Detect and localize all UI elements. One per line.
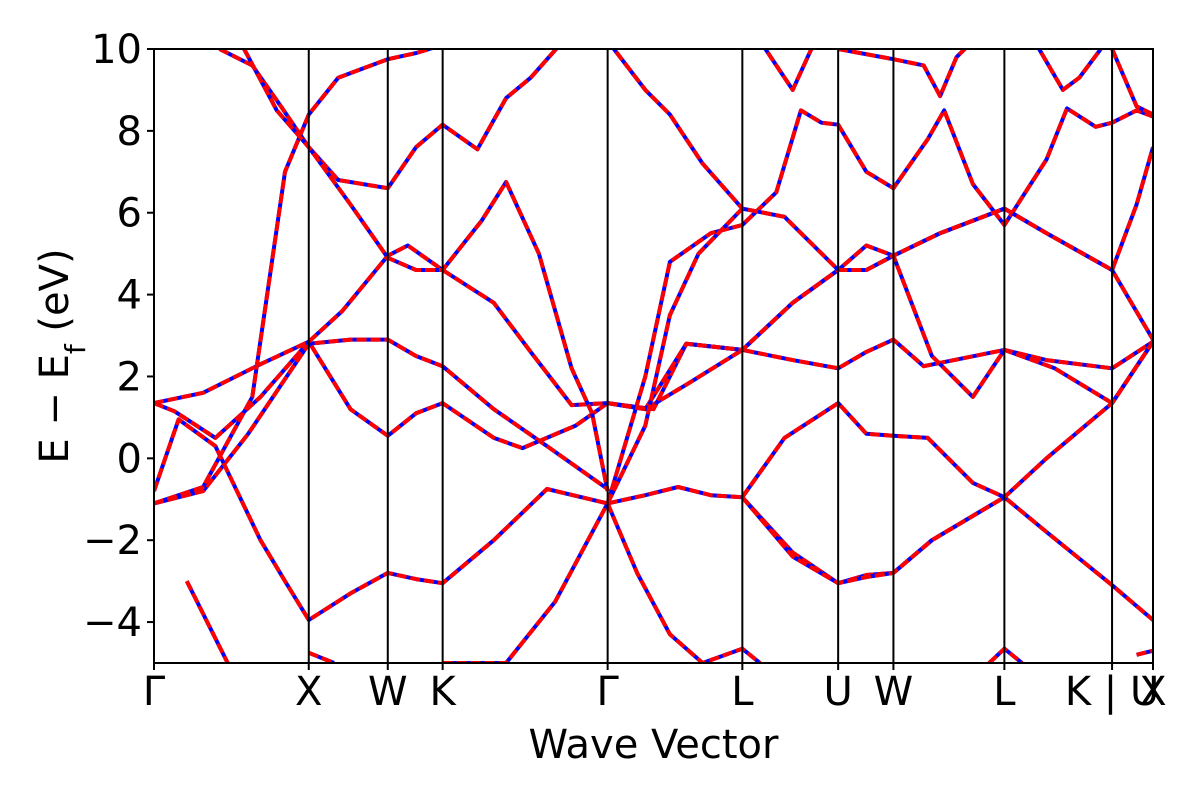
y-tick-label: 0 — [117, 436, 142, 482]
x-tick-label: K | U — [1065, 669, 1159, 715]
band-line-dashed — [1136, 648, 1153, 657]
x-axis-label: Wave Vector — [529, 722, 780, 768]
x-tick-label: L — [993, 669, 1016, 715]
band-line-dashed — [607, 337, 1153, 412]
band-line-solid — [605, 502, 762, 663]
band-line-dashed — [154, 243, 608, 408]
y-tick-label: 10 — [91, 27, 142, 73]
y-tick-label: −4 — [83, 600, 142, 646]
band-line-dashed — [154, 339, 609, 451]
band-line-dashed — [1036, 49, 1104, 92]
band-line-solid — [1110, 49, 1153, 117]
x-tick-label: L — [731, 669, 754, 715]
band-line-dashed — [242, 49, 610, 492]
x-tick-label: Γ — [596, 669, 619, 715]
band-line-dashed — [837, 49, 968, 99]
x-tick-label: X — [295, 669, 322, 715]
band-line-dashed — [605, 502, 762, 663]
band-line-dashed — [605, 206, 1153, 505]
y-tick-label: 6 — [117, 191, 142, 237]
kpoint-lines — [307, 49, 1114, 663]
y-tick-label: 2 — [117, 354, 142, 400]
band-line-solid — [218, 49, 559, 191]
band-line-solid — [442, 502, 610, 663]
band-line-dashed — [218, 49, 559, 191]
y-tick-label: 4 — [117, 273, 142, 319]
band-line-solid — [607, 485, 1153, 622]
x-tick-label: U — [824, 669, 853, 715]
band-line-dashed — [763, 49, 814, 92]
band-line-dashed — [308, 650, 335, 663]
band-line-dashed — [442, 502, 610, 663]
y-axis-label-sub: f — [59, 343, 92, 354]
x-tick-label: Γ — [143, 669, 166, 715]
x-tick-label: W — [874, 669, 914, 715]
band-line-dashed — [611, 49, 744, 210]
band-line-solid — [607, 146, 1153, 412]
band-line-dashed — [185, 580, 230, 663]
x-tick-label: K — [430, 669, 458, 715]
y-axis-label-main: E − E — [32, 354, 78, 464]
y-tick-label: −2 — [83, 518, 142, 564]
y-axis-label: E − Ef (eV) — [32, 248, 92, 463]
band-line-dashed — [740, 340, 1153, 500]
band-line-dashed — [154, 417, 609, 622]
band-line-solid — [607, 337, 1153, 412]
band-line-dashed — [605, 106, 1153, 504]
band-line-dashed — [607, 146, 1153, 412]
plot-frame — [153, 48, 1154, 664]
x-tick-label: W — [368, 669, 408, 715]
band-line-dashed — [740, 495, 1006, 586]
y-axis-label-unit: (eV) — [32, 248, 78, 344]
y-axis-ticks: −4 −2 0 2 4 6 8 10 — [83, 27, 154, 646]
y-tick-label: 8 — [117, 109, 142, 155]
band-line-dashed — [1110, 49, 1153, 117]
bands-layer — [154, 49, 1153, 663]
x-tick-label: X — [1139, 669, 1166, 715]
band-line-solid — [605, 106, 1153, 504]
